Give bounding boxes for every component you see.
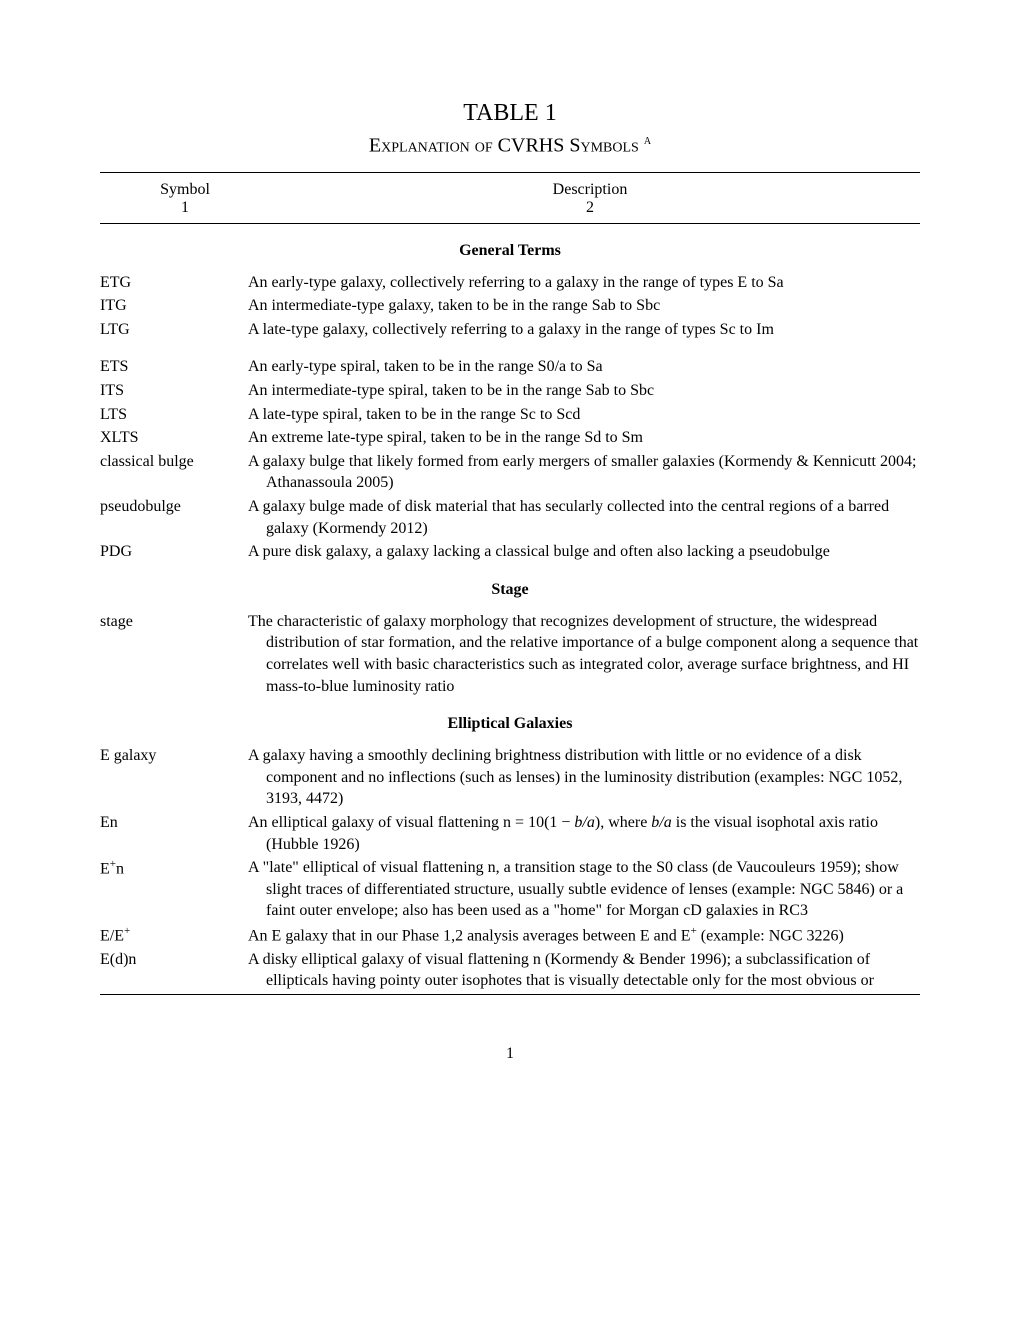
- table-row: ETGAn early-type galaxy, collectively re…: [100, 272, 920, 294]
- description-cell: A galaxy having a smoothly declining bri…: [248, 745, 920, 810]
- table-row: ITGAn intermediate-type galaxy, taken to…: [100, 295, 920, 317]
- table-subtitle: Explanation of CVRHS Symbols a: [100, 133, 920, 158]
- table-row: ITSAn intermediate-type spiral, taken to…: [100, 380, 920, 402]
- symbol-cell: ITG: [100, 295, 248, 317]
- description-cell: A disky elliptical galaxy of visual flat…: [248, 949, 920, 992]
- description-cell: An intermediate-type spiral, taken to be…: [248, 380, 920, 402]
- symbol-cell: pseudobulge: [100, 496, 248, 539]
- symbol-cell: LTS: [100, 404, 248, 426]
- group-gap: [100, 342, 920, 356]
- table-row: EnAn elliptical galaxy of visual flatten…: [100, 812, 920, 855]
- table-row: stageThe characteristic of galaxy morpho…: [100, 611, 920, 697]
- table-row: E galaxyA galaxy having a smoothly decli…: [100, 745, 920, 810]
- symbol-cell: ETG: [100, 272, 248, 294]
- table-row: E/E+An E galaxy that in our Phase 1,2 an…: [100, 924, 920, 947]
- description-cell: An early-type spiral, taken to be in the…: [248, 356, 920, 378]
- description-cell: A pure disk galaxy, a galaxy lacking a c…: [248, 541, 920, 563]
- symbol-cell: LTG: [100, 319, 248, 341]
- header-col-description: Description 2: [260, 181, 920, 217]
- description-cell: An early-type galaxy, collectively refer…: [248, 272, 920, 294]
- table-header-row: Symbol 1 Description 2: [100, 173, 920, 223]
- subtitle-text: Explanation of CVRHS Symbols: [369, 135, 644, 157]
- table-row: classical bulgeA galaxy bulge that likel…: [100, 451, 920, 494]
- symbol-cell: classical bulge: [100, 451, 248, 494]
- symbol-cell: XLTS: [100, 427, 248, 449]
- table-row: E+nA "late" elliptical of visual flatten…: [100, 857, 920, 922]
- table-row: ETSAn early-type spiral, taken to be in …: [100, 356, 920, 378]
- page: TABLE 1 Explanation of CVRHS Symbols a S…: [0, 0, 1020, 1103]
- section-heading: General Terms: [100, 242, 920, 260]
- symbol-cell: E(d)n: [100, 949, 248, 992]
- table-row: LTGA late-type galaxy, collectively refe…: [100, 319, 920, 341]
- symbol-cell: PDG: [100, 541, 248, 563]
- description-cell: An intermediate-type galaxy, taken to be…: [248, 295, 920, 317]
- header-col2-label: Description: [260, 181, 920, 199]
- description-cell: A late-type galaxy, collectively referri…: [248, 319, 920, 341]
- subtitle-footnote-marker: a: [644, 133, 651, 148]
- description-cell: An extreme late-type spiral, taken to be…: [248, 427, 920, 449]
- description-cell: A galaxy bulge made of disk material tha…: [248, 496, 920, 539]
- description-cell: A galaxy bulge that likely formed from e…: [248, 451, 920, 494]
- header-col2-num: 2: [260, 199, 920, 217]
- header-rule: [100, 223, 920, 224]
- header-col1-num: 1: [110, 199, 260, 217]
- description-cell: A "late" elliptical of visual flattening…: [248, 857, 920, 922]
- table-row: E(d)nA disky elliptical galaxy of visual…: [100, 949, 920, 992]
- table-row: LTSA late-type spiral, taken to be in th…: [100, 404, 920, 426]
- table-row: XLTSAn extreme late-type spiral, taken t…: [100, 427, 920, 449]
- symbol-cell: stage: [100, 611, 248, 697]
- table-row: pseudobulgeA galaxy bulge made of disk m…: [100, 496, 920, 539]
- symbol-cell: E galaxy: [100, 745, 248, 810]
- symbol-cell: En: [100, 812, 248, 855]
- description-cell: An elliptical galaxy of visual flattenin…: [248, 812, 920, 855]
- page-number: 1: [100, 1045, 920, 1063]
- header-col1-label: Symbol: [110, 181, 260, 199]
- symbol-cell: ETS: [100, 356, 248, 378]
- header-col-symbol: Symbol 1: [100, 181, 260, 217]
- description-cell: An E galaxy that in our Phase 1,2 analys…: [248, 924, 920, 947]
- table-row: PDGA pure disk galaxy, a galaxy lacking …: [100, 541, 920, 563]
- table-title: TABLE 1: [100, 100, 920, 127]
- section-heading: Elliptical Galaxies: [100, 715, 920, 733]
- section-heading: Stage: [100, 581, 920, 599]
- table-body: General Terms ETGAn early-type galaxy, co…: [100, 242, 920, 992]
- description-cell: The characteristic of galaxy morphology …: [248, 611, 920, 697]
- description-cell: A late-type spiral, taken to be in the r…: [248, 404, 920, 426]
- bottom-rule: [100, 994, 920, 995]
- symbol-cell: E+n: [100, 857, 248, 922]
- symbol-cell: ITS: [100, 380, 248, 402]
- symbol-cell: E/E+: [100, 924, 248, 947]
